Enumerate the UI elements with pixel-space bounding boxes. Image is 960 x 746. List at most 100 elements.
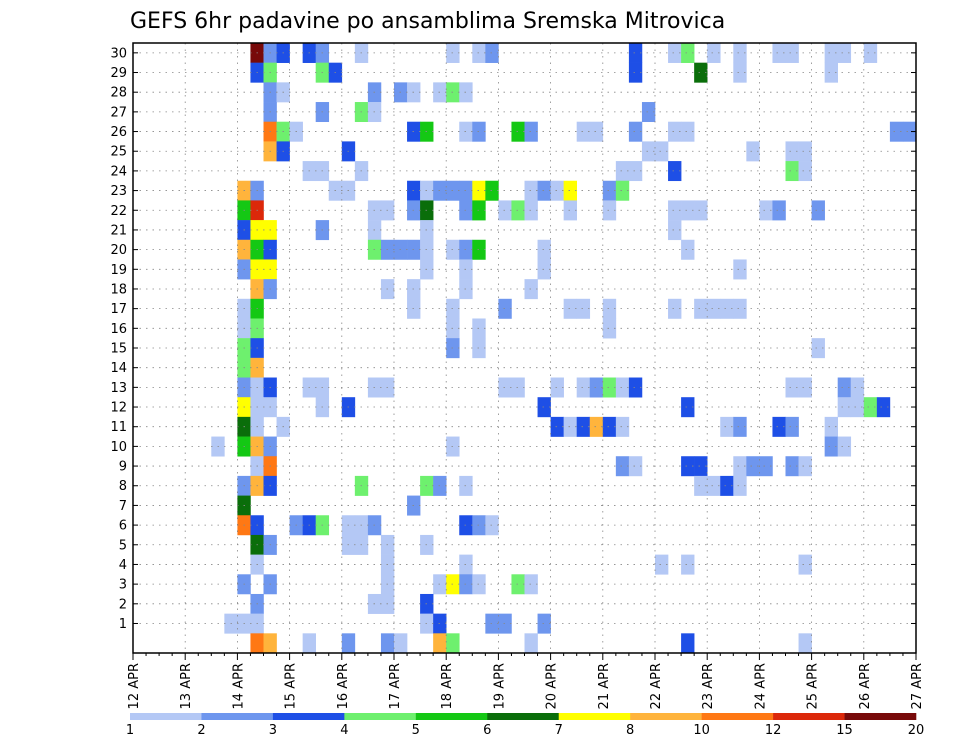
y-tick-label: 28 [110, 86, 127, 101]
legend-label: 10 [693, 723, 710, 738]
chart-title: GEFS 6hr padavine po ansamblima Sremska … [130, 9, 725, 34]
y-tick-label: 26 [110, 125, 127, 140]
y-tick-label: 14 [110, 361, 127, 376]
x-tick-label: 24 APR [753, 663, 768, 709]
x-tick-label: 16 APR [336, 663, 351, 709]
heatmap-cell [799, 633, 812, 653]
legend-label: 3 [269, 723, 277, 738]
heatmap-cell [511, 574, 524, 594]
legend-swatch [487, 713, 559, 720]
x-tick-label: 20 APR [545, 663, 560, 709]
heatmap-cell [264, 633, 277, 653]
y-tick-label: 1 [119, 617, 127, 632]
x-axis: 12 APR 13 APR 14 APR 15 APR 16 APR 17 APR 18 A… [127, 653, 925, 709]
legend-swatch [130, 713, 202, 720]
heatmap-cell [394, 633, 407, 653]
legend-label: 12 [765, 723, 782, 738]
y-tick-label: 3 [119, 578, 127, 593]
heatmap-cell [564, 417, 577, 437]
y-tick-label: 19 [110, 263, 127, 278]
heatmap-cell [381, 633, 394, 653]
x-tick-label: 14 APR [231, 663, 246, 709]
y-tick-label: 8 [119, 479, 127, 494]
x-tick-label: 23 APR [701, 663, 716, 709]
heatmap-cell [525, 122, 538, 142]
heatmap-cell [525, 574, 538, 594]
x-tick-label: 27 APR [910, 663, 925, 709]
legend-label: 15 [836, 723, 853, 738]
legend-label: 7 [555, 723, 563, 738]
y-tick-label: 15 [110, 342, 127, 357]
heatmap-cell [446, 633, 459, 653]
legend-swatch [702, 713, 774, 720]
y-tick-label: 9 [119, 460, 127, 475]
x-tick-label: 19 APR [492, 663, 507, 709]
y-tick-label: 11 [110, 420, 127, 435]
y-tick-label: 6 [119, 519, 127, 534]
heatmap-cell [303, 633, 316, 653]
heatmap-cell [538, 181, 551, 201]
heatmap-cell [511, 378, 524, 398]
y-tick-label: 29 [110, 66, 127, 81]
heatmap-cell [498, 378, 511, 398]
x-tick-label: 21 APR [597, 663, 612, 709]
y-tick-label: 5 [119, 538, 127, 553]
heatmap-cell [538, 240, 551, 260]
x-tick-label: 17 APR [388, 663, 403, 709]
heatmap-cell [250, 633, 263, 653]
legend-label: 20 [908, 723, 925, 738]
heatmap-cells [211, 43, 916, 653]
heatmap-cell [485, 515, 498, 535]
heatmap-cell [525, 200, 538, 220]
y-tick-label: 21 [110, 223, 127, 238]
heatmap-cell [511, 200, 524, 220]
heatmap-cell [564, 200, 577, 220]
x-tick-label: 18 APR [440, 663, 455, 709]
heatmap-cell [681, 633, 694, 653]
y-tick-label: 22 [110, 204, 127, 219]
legend-swatch [416, 713, 488, 720]
legend-label: 4 [340, 723, 348, 738]
heatmap-cell [525, 633, 538, 653]
y-tick-label: 12 [110, 401, 127, 416]
x-tick-label: 15 APR [284, 663, 299, 709]
y-tick-label: 27 [110, 105, 127, 120]
x-tick-label: 12 APR [127, 663, 142, 709]
y-tick-label: 2 [119, 597, 127, 612]
heatmap-cell [538, 259, 551, 279]
heatmap-cell [498, 614, 511, 634]
y-tick-label: 17 [110, 302, 127, 317]
heatmap-cell [525, 181, 538, 201]
legend-swatch [201, 713, 273, 720]
heatmap-cell [485, 614, 498, 634]
legend-label: 2 [197, 723, 205, 738]
legend-swatch [845, 713, 917, 720]
x-tick-label: 26 APR [858, 663, 873, 709]
heatmap-cell [433, 633, 446, 653]
heatmap-cell [551, 181, 564, 201]
heatmap-cell [485, 181, 498, 201]
y-tick-label: 13 [110, 381, 127, 396]
y-tick-label: 10 [110, 440, 127, 455]
legend-label: 8 [626, 723, 634, 738]
heatmap-cell [551, 417, 564, 437]
y-tick-label: 20 [110, 243, 127, 258]
x-tick-label: 25 APR [806, 663, 821, 709]
heatmap-cell [525, 279, 538, 299]
legend-label: 1 [126, 723, 134, 738]
legend-swatch [344, 713, 416, 720]
x-tick-label: 22 APR [649, 663, 664, 709]
y-tick-label: 23 [110, 184, 127, 199]
legend-swatch [559, 713, 631, 720]
heatmap-cell [498, 200, 511, 220]
x-tick-label: 13 APR [179, 663, 194, 709]
y-tick-label: 25 [110, 145, 127, 160]
heatmap-cell [485, 43, 498, 63]
heatmap-cell [538, 614, 551, 634]
legend-swatch [630, 713, 702, 720]
y-tick-label: 16 [110, 322, 127, 337]
legend-label: 6 [483, 723, 491, 738]
